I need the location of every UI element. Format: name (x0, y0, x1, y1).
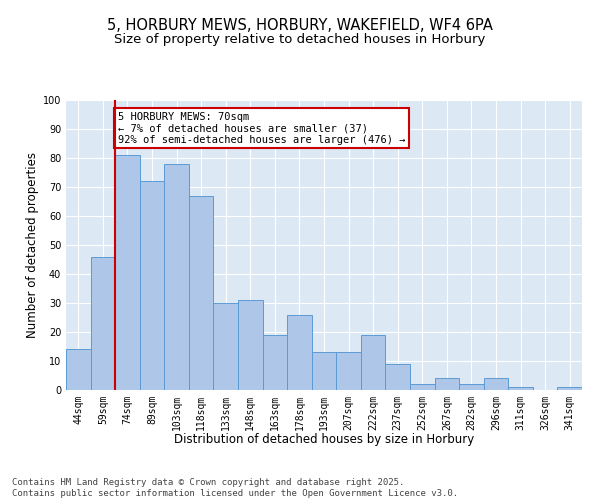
Bar (385, 364, 410, 390)
Text: 5, HORBURY MEWS, HORBURY, WAKEFIELD, WF4 6PA: 5, HORBURY MEWS, HORBURY, WAKEFIELD, WF4… (107, 18, 493, 32)
Text: Contains HM Land Registry data © Crown copyright and database right 2025.
Contai: Contains HM Land Registry data © Crown c… (12, 478, 458, 498)
Bar (484, 378, 508, 390)
Bar (263, 335, 287, 390)
Bar (312, 352, 336, 390)
Bar (459, 384, 484, 390)
Bar (140, 181, 164, 390)
Bar (508, 387, 533, 390)
Bar (434, 378, 459, 390)
Y-axis label: Number of detached properties: Number of detached properties (26, 152, 38, 338)
Bar (336, 352, 361, 390)
Bar (164, 164, 189, 390)
Bar (91, 256, 115, 390)
Bar (557, 387, 582, 390)
Text: Size of property relative to detached houses in Horbury: Size of property relative to detached ho… (115, 32, 485, 46)
Bar (361, 335, 385, 390)
Bar (214, 303, 238, 390)
X-axis label: Distribution of detached houses by size in Horbury: Distribution of detached houses by size … (174, 433, 474, 446)
Bar (287, 314, 312, 390)
Bar (410, 384, 434, 390)
Bar (66, 350, 91, 390)
Bar (115, 155, 140, 390)
Text: 5 HORBURY MEWS: 70sqm
← 7% of detached houses are smaller (37)
92% of semi-detac: 5 HORBURY MEWS: 70sqm ← 7% of detached h… (118, 112, 405, 145)
Bar (189, 196, 214, 390)
Bar (238, 300, 263, 390)
